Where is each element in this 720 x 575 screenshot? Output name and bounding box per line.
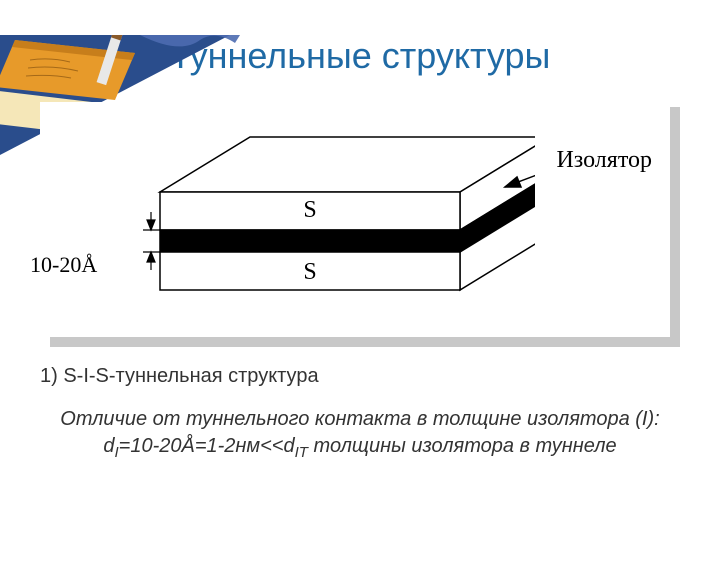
bottom-layer-label: S xyxy=(303,259,316,285)
layer-diagram: S S xyxy=(95,117,535,327)
diagram-panel: 10-20Å Изолятор S S xyxy=(40,102,670,337)
dimension-label: 10-20Å xyxy=(30,252,97,278)
diagram-shadow-bottom xyxy=(50,337,680,347)
diagram-container: 10-20Å Изолятор S S xyxy=(40,102,680,347)
caption-line-1: 1) S-I-S-туннельная структура xyxy=(40,365,680,388)
cap2-c: толщины изолятора в туннеле xyxy=(308,435,617,457)
cap2-b: =10-20Å=1-2нм<<d xyxy=(119,435,295,457)
cap2-sub2: IT xyxy=(295,444,308,461)
mid-layer-front xyxy=(160,230,460,252)
dimension-arrows xyxy=(143,212,160,270)
insulator-label: Изолятор xyxy=(556,147,652,174)
top-layer-label: S xyxy=(303,197,316,223)
caption-line-2: Отличие от туннельного контакта в толщин… xyxy=(40,406,680,463)
diagram-shadow-right xyxy=(670,107,680,342)
